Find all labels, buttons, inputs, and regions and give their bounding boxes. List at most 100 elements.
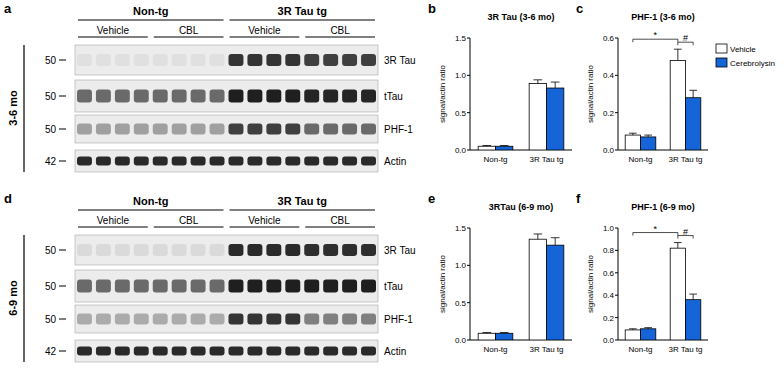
band: [323, 313, 338, 324]
age-line: [23, 235, 24, 362]
error-bar: [533, 80, 542, 84]
bar: [496, 333, 513, 340]
error-bar: [533, 234, 542, 239]
band: [342, 280, 357, 293]
band: [285, 123, 300, 134]
mw-dash: [59, 250, 66, 251]
band: [134, 123, 149, 134]
comparison: #: [678, 33, 693, 45]
subgroup-line: [305, 37, 375, 38]
group-label: 3R Tau tg: [278, 195, 327, 207]
band: [304, 123, 319, 134]
y-tick-label: 1.0: [455, 71, 467, 80]
chart-title: PHF-1 (3-6 mo): [631, 12, 695, 22]
band: [96, 280, 111, 293]
band: [210, 123, 225, 134]
band: [285, 244, 300, 256]
band: [115, 280, 130, 293]
band: [115, 313, 130, 324]
legend-swatch: [716, 44, 727, 53]
error-cap: [629, 328, 637, 329]
y-axis-label: signal/actin ratio: [586, 255, 595, 313]
group-label: 3R Tau tg: [278, 5, 327, 17]
band: [153, 123, 168, 134]
band: [115, 157, 130, 166]
chart-title: PHF-1 (6-9 mo): [631, 202, 695, 212]
band: [247, 280, 262, 293]
band: [134, 280, 149, 293]
bar: [625, 330, 640, 340]
mw-dash: [59, 96, 66, 97]
age-label: 6-9 mo: [7, 280, 19, 316]
band: [342, 54, 357, 66]
row-label: Actin: [384, 156, 406, 167]
mw-label: 50: [45, 245, 57, 256]
band: [210, 280, 225, 293]
band: [247, 54, 262, 66]
age-label: 3-6 mo: [7, 90, 19, 126]
band: [115, 123, 130, 134]
band: [247, 157, 262, 166]
subgroup-label: CBL: [330, 215, 350, 226]
panel-label: b: [428, 1, 436, 16]
bar: [529, 239, 546, 340]
band: [229, 123, 244, 134]
blot-strip: [75, 305, 378, 333]
error-cap: [674, 242, 682, 243]
category-label: Non-tg: [628, 155, 652, 164]
subgroup-label: Vehicle: [248, 215, 281, 226]
band: [96, 244, 111, 256]
subgroup-line: [305, 227, 375, 228]
bar: [686, 98, 701, 150]
blot-strip: [75, 235, 378, 265]
subgroup-label: Vehicle: [97, 215, 130, 226]
mw-label: 42: [45, 346, 57, 357]
band: [172, 313, 187, 324]
band: [210, 54, 225, 66]
y-axis-label: signal/actin ratio: [438, 255, 447, 313]
error-bar: [689, 90, 697, 97]
band: [210, 313, 225, 324]
band: [115, 347, 130, 356]
bar: [478, 146, 495, 150]
category-label: Non-tg: [483, 345, 507, 354]
error-cap: [644, 135, 652, 136]
panel-label: d: [4, 191, 12, 206]
bar: [478, 333, 495, 340]
mw-dash: [59, 286, 66, 287]
subgroup-label: CBL: [179, 215, 199, 226]
error-line: [555, 238, 556, 245]
band: [361, 313, 376, 324]
band: [323, 90, 338, 103]
error-line: [555, 82, 556, 88]
band: [247, 244, 262, 256]
y-tick-label: 0.4: [603, 291, 615, 300]
bar: [641, 329, 656, 340]
band: [323, 347, 338, 356]
band: [153, 54, 168, 66]
mw-dash: [59, 161, 66, 162]
band: [210, 347, 225, 356]
band: [361, 244, 376, 256]
band: [342, 157, 357, 166]
y-tick-label: 0.4: [603, 71, 615, 80]
band: [172, 90, 187, 103]
band: [134, 157, 149, 166]
error-cap: [482, 145, 491, 146]
row-label: Actin: [384, 346, 406, 357]
error-line: [693, 90, 694, 97]
band: [285, 157, 300, 166]
band: [115, 90, 130, 103]
bar: [670, 248, 685, 340]
band: [96, 347, 111, 356]
panel-label: f: [576, 191, 581, 206]
mw-label: 50: [45, 91, 57, 102]
band: [153, 90, 168, 103]
bar: [547, 88, 564, 150]
band: [210, 157, 225, 166]
y-tick-label: 0.0: [455, 146, 467, 155]
band: [229, 157, 244, 166]
mw-dash: [59, 351, 66, 352]
category-label: Non-tg: [628, 345, 652, 354]
bar: [529, 84, 546, 150]
